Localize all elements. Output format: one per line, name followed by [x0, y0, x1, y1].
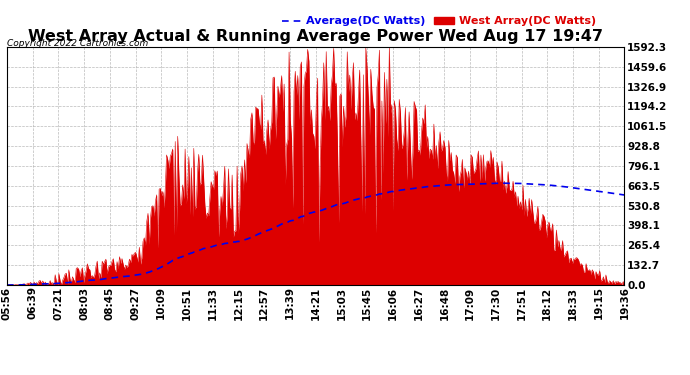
Title: West Array Actual & Running Average Power Wed Aug 17 19:47: West Array Actual & Running Average Powe… — [28, 29, 603, 44]
Legend: Average(DC Watts), West Array(DC Watts): Average(DC Watts), West Array(DC Watts) — [277, 12, 600, 31]
Text: Copyright 2022 Cartronics.com: Copyright 2022 Cartronics.com — [7, 39, 148, 48]
